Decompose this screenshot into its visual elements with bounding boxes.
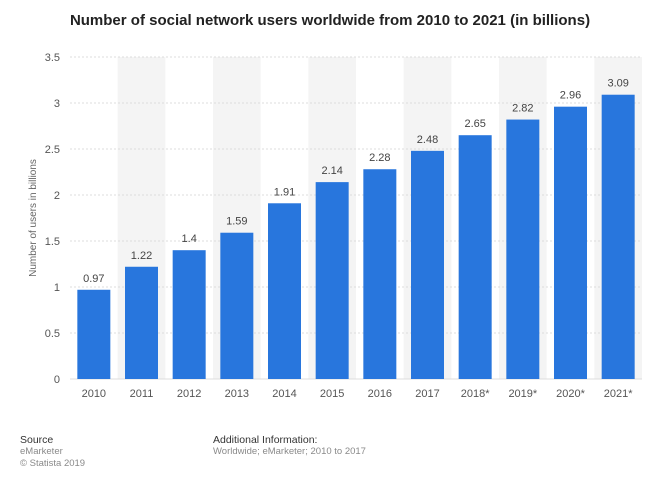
gridlines <box>70 56 642 380</box>
bar-value-label: 1.91 <box>274 186 295 198</box>
y-tick-label: 1.5 <box>45 236 60 248</box>
bar-chart: 0.97 1.22 1.4 1.59 1.91 2.14 2.28 2.48 2.65 2.82 2… <box>28 52 642 400</box>
x-tick-label: 2016 <box>368 388 392 400</box>
x-tick-label: 2014 <box>272 388 296 400</box>
info-heading: Additional Information: <box>213 434 318 446</box>
value-labels: 0.97 1.22 1.4 1.59 1.91 2.14 2.28 2.48 2.65 2.82 2… <box>83 78 629 285</box>
bar <box>363 169 397 379</box>
bar-value-label: 2.28 <box>369 152 390 164</box>
bar <box>125 266 158 379</box>
bar <box>554 106 587 380</box>
source-heading: Source <box>20 434 54 446</box>
bar <box>172 250 206 379</box>
y-tick-label: 3 <box>54 98 60 110</box>
bar <box>315 182 349 379</box>
x-tick-label: 2011 <box>130 388 154 400</box>
bar <box>411 150 444 379</box>
bar-value-label: 1.4 <box>182 233 197 245</box>
copyright: © Statista 2019 <box>20 458 86 469</box>
bar-value-label: 1.59 <box>226 216 247 228</box>
source-name: eMarketer <box>20 446 63 457</box>
y-tick-label: 0.5 <box>45 328 60 340</box>
bar <box>601 94 635 379</box>
bar-value-label: 2.65 <box>464 118 485 130</box>
y-axis-ticks: 0 0.5 1 1.5 2 2.5 3 3.5 <box>45 52 60 386</box>
bar-value-label: 1.22 <box>131 250 152 262</box>
x-tick-label: 2019* <box>508 388 537 400</box>
x-axis-ticks: 2010 2011 2012 2013 2014 2015 2016 2017 2018* 201… <box>82 388 634 400</box>
bar-value-label: 2.82 <box>512 103 533 115</box>
bar-value-label: 3.09 <box>607 78 628 90</box>
y-axis-title: Number of users in billions <box>28 159 39 277</box>
x-tick-label: 2012 <box>177 388 201 400</box>
y-tick-label: 3.5 <box>45 52 60 64</box>
bar-value-label: 2.14 <box>321 165 342 177</box>
y-tick-label: 2.5 <box>45 144 60 156</box>
chart-title: Number of social network users worldwide… <box>69 12 591 29</box>
x-tick-label: 2013 <box>225 388 249 400</box>
additional-info-block: Additional Information: Worldwide; eMark… <box>213 434 366 458</box>
bars <box>77 94 635 380</box>
y-tick-label: 2 <box>54 190 60 202</box>
bar <box>268 203 301 379</box>
bar-value-label: 0.97 <box>83 273 104 285</box>
bar-value-label: 2.96 <box>560 90 581 102</box>
source-block: Source eMarketer © Statista 2019 <box>20 434 85 470</box>
y-tick-label: 0 <box>54 374 60 386</box>
bar <box>458 135 492 379</box>
y-tick-label: 1 <box>54 282 60 294</box>
bar-value-label: 2.48 <box>417 134 438 146</box>
x-tick-label: 2015 <box>320 388 344 400</box>
x-tick-label: 2021* <box>604 388 633 400</box>
x-tick-label: 2010 <box>82 388 106 400</box>
bar <box>220 232 254 379</box>
info-text: Worldwide; eMarketer; 2010 to 2017 <box>213 446 366 457</box>
bar <box>506 119 540 379</box>
x-tick-label: 2018* <box>461 388 490 400</box>
x-tick-label: 2017 <box>415 388 439 400</box>
bar <box>77 289 111 379</box>
x-tick-label: 2020* <box>556 388 585 400</box>
